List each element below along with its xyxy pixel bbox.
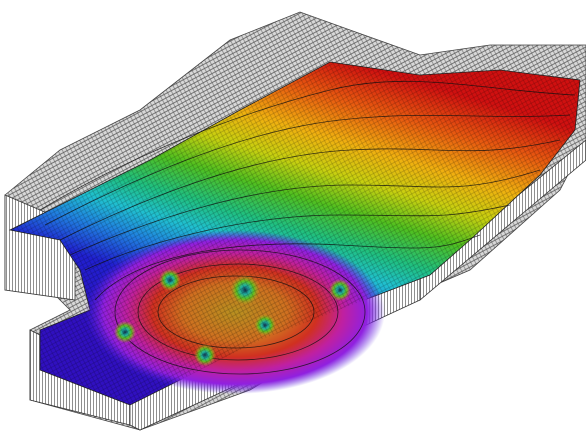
side-face bbox=[419, 139, 586, 301]
mesh-overlay bbox=[10, 62, 580, 405]
